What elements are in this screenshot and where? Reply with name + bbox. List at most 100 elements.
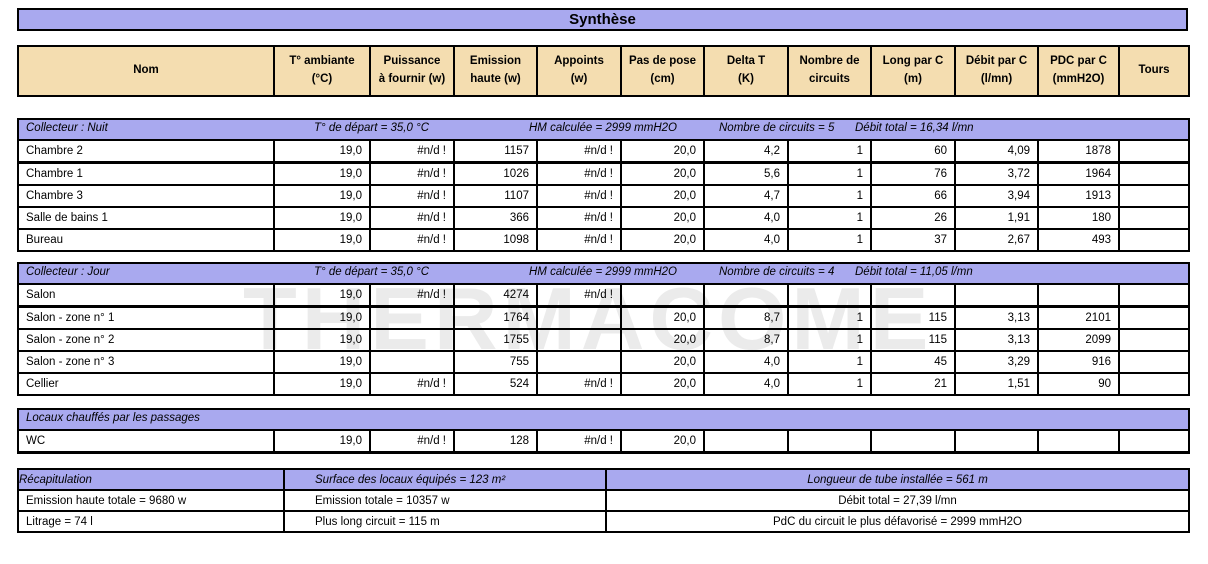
table-row: Chambre 1 19,0 #n/d ! 1026 #n/d ! 20,0 5… [17, 161, 1191, 186]
table-cell [954, 283, 1039, 308]
table-cell: 1 [787, 161, 872, 186]
column-header: Delta T (K) [703, 45, 789, 97]
column-unit: (°C) [311, 73, 333, 85]
section-stat: Nombre de circuits = 4 [719, 266, 835, 278]
table-cell: 20,0 [620, 184, 705, 208]
table-cell: 4,0 [703, 206, 789, 230]
column-unit: (m) [904, 73, 922, 85]
table-cell [1037, 283, 1120, 308]
table-cell: Salon - zone n° 1 [17, 305, 275, 330]
table-cell [954, 429, 1039, 454]
table-cell: 524 [453, 372, 538, 396]
table-row: Salle de bains 1 19,0 #n/d ! 366 #n/d ! … [17, 206, 1191, 230]
table-cell: Chambre 3 [17, 184, 275, 208]
table-cell: Bureau [17, 228, 275, 252]
column-label: Débit par C [965, 55, 1028, 68]
table-cell: 19,0 [273, 228, 371, 252]
table-cell: Salle de bains 1 [17, 206, 275, 230]
table-row: Salon - zone n° 3 19,0 755 20,0 4,0 1 45… [17, 350, 1191, 374]
table-cell: #n/d ! [536, 228, 622, 252]
table-cell: 1107 [453, 184, 538, 208]
table-cell [1117, 429, 1191, 454]
table-cell [1117, 350, 1191, 374]
section-stat: T° de départ = 35,0 °C [314, 122, 429, 134]
column-header: T° ambiante (°C) [273, 45, 371, 97]
recap-title: Récapitulation [17, 468, 285, 491]
column-label: Delta T [726, 55, 766, 68]
table-cell: 3,13 [954, 305, 1039, 330]
table-cell [703, 283, 789, 308]
table-cell: 4,0 [703, 228, 789, 252]
table-cell: 19,0 [273, 139, 371, 164]
section-stat: T° de départ = 35,0 °C [314, 266, 429, 278]
table-cell: 115 [870, 305, 956, 330]
table-cell: 8,7 [703, 305, 789, 330]
table-cell: 1 [787, 350, 872, 374]
column-label: Long par C [882, 55, 944, 68]
table-cell [1117, 228, 1191, 252]
table-cell: 19,0 [273, 206, 371, 230]
table-cell [1117, 305, 1191, 330]
table-cell [1117, 328, 1191, 352]
table-cell: WC [17, 429, 275, 454]
table-cell: 2,67 [954, 228, 1039, 252]
table-cell: 1764 [453, 305, 538, 330]
table-cell [620, 283, 705, 308]
column-header: Nom [17, 45, 275, 97]
recap-cell: Litrage = 74 l [17, 510, 285, 533]
table-cell: Salon - zone n° 3 [17, 350, 275, 374]
table-cell: #n/d ! [369, 161, 455, 186]
column-unit: (K) [738, 73, 754, 85]
table-cell: 1 [787, 372, 872, 396]
column-header: Long par C (m) [870, 45, 956, 97]
table-cell: #n/d ! [369, 139, 455, 164]
table-cell: 1 [787, 228, 872, 252]
header-row: Nom T° ambiante (°C) Puissance à fournir… [17, 45, 1190, 97]
table-cell: Salon - zone n° 2 [17, 328, 275, 352]
section-table-collecteur-jour: Collecteur : Jour T° de départ = 35,0 °C… [16, 262, 1191, 396]
table-cell: Chambre 2 [17, 139, 275, 164]
section-rows: WC 19,0 #n/d ! 128 #n/d ! 20,0 [17, 429, 1191, 454]
table-cell: 20,0 [620, 228, 705, 252]
column-label: T° ambiante [289, 55, 355, 68]
table-cell: 20,0 [620, 206, 705, 230]
recap-cell: PdC du circuit le plus défavorisé = 2999… [605, 510, 1190, 533]
table-cell: 1 [787, 184, 872, 208]
table-cell: 1878 [1037, 139, 1120, 164]
column-unit: (w) [570, 73, 588, 85]
section-band: Collecteur : Jour T° de départ = 35,0 °C… [16, 262, 1191, 285]
recap-cell: Emission totale = 10357 w [283, 489, 607, 512]
column-header: Puissance à fournir (w) [369, 45, 455, 97]
table-cell: 76 [870, 161, 956, 186]
table-cell: 916 [1037, 350, 1120, 374]
table-cell: 1755 [453, 328, 538, 352]
section-stat: HM calculée = 2999 mmH2O [529, 266, 677, 278]
recap-table: Récapitulation Surface des locaux équipé… [17, 468, 1190, 533]
table-cell: 2099 [1037, 328, 1120, 352]
table-cell: 20,0 [620, 350, 705, 374]
table-cell: 19,0 [273, 328, 371, 352]
page-title: Synthèse [17, 8, 1188, 31]
table-cell: #n/d ! [369, 228, 455, 252]
table-cell: 2101 [1037, 305, 1120, 330]
table-cell: 20,0 [620, 372, 705, 396]
section-stat: Débit total = 11,05 l/mn [855, 266, 973, 278]
table-cell: 493 [1037, 228, 1120, 252]
table-cell: 26 [870, 206, 956, 230]
recap-rows: Emission haute totale = 9680 w Emission … [17, 489, 1190, 533]
table-cell: #n/d ! [536, 206, 622, 230]
table-cell: 180 [1037, 206, 1120, 230]
table-cell: #n/d ! [369, 372, 455, 396]
table-row: Chambre 3 19,0 #n/d ! 1107 #n/d ! 20,0 4… [17, 184, 1191, 208]
table-cell: 60 [870, 139, 956, 164]
section-band-cell: Collecteur : Jour T° de départ = 35,0 °C… [16, 262, 1191, 285]
table-row: Salon - zone n° 2 19,0 1755 20,0 8,7 1 1… [17, 328, 1191, 352]
table-cell: 5,6 [703, 161, 789, 186]
recap-cell: Débit total = 27,39 l/mn [605, 489, 1190, 512]
section-band-cell: Collecteur : Nuit T° de départ = 35,0 °C… [16, 118, 1191, 141]
table-cell: 3,94 [954, 184, 1039, 208]
column-label: Appoints [554, 55, 604, 68]
section-rows: Chambre 2 19,0 #n/d ! 1157 #n/d ! 20,0 4… [17, 139, 1191, 252]
table-cell [787, 283, 872, 308]
